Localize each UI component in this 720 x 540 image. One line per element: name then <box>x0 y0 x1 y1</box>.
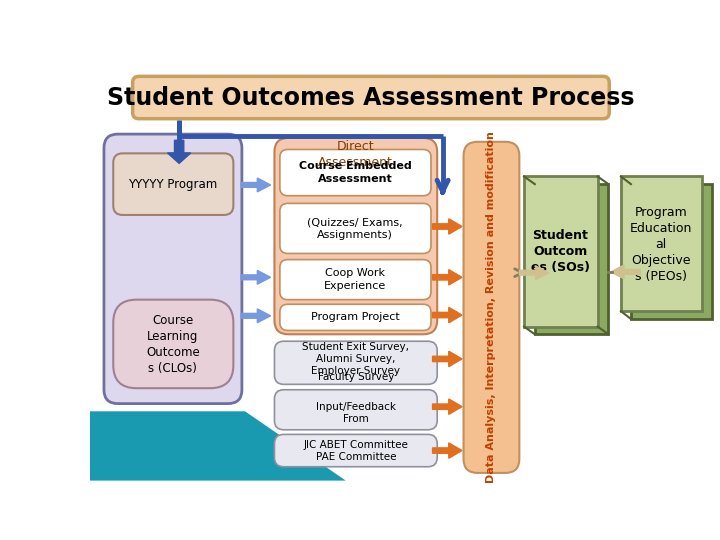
FancyBboxPatch shape <box>280 260 431 300</box>
Polygon shape <box>168 140 191 164</box>
Text: Direct
Assessment: Direct Assessment <box>318 140 393 168</box>
Text: Faculty Survey: Faculty Survey <box>318 373 394 382</box>
Polygon shape <box>433 269 462 285</box>
FancyBboxPatch shape <box>280 204 431 253</box>
Bar <box>631 184 712 319</box>
Text: From: From <box>343 414 369 424</box>
FancyBboxPatch shape <box>274 434 437 467</box>
Polygon shape <box>611 265 640 279</box>
Text: Course
Learning
Outcome
s (CLOs): Course Learning Outcome s (CLOs) <box>146 314 200 375</box>
Text: Course Embedded
Assessment: Course Embedded Assessment <box>299 161 411 184</box>
Text: (Quizzes/ Exams,
Assignments): (Quizzes/ Exams, Assignments) <box>307 218 403 240</box>
FancyBboxPatch shape <box>280 150 431 195</box>
FancyBboxPatch shape <box>104 134 242 403</box>
Bar <box>621 177 702 311</box>
Text: JIC ABET Committee
PAE Committee: JIC ABET Committee PAE Committee <box>303 440 408 462</box>
FancyBboxPatch shape <box>113 300 233 388</box>
Text: Data Analysis, Interpretation, Revision and modification: Data Analysis, Interpretation, Revision … <box>487 131 497 483</box>
Polygon shape <box>433 219 462 234</box>
Text: Input/Feedback: Input/Feedback <box>316 402 396 411</box>
Polygon shape <box>433 443 462 458</box>
FancyBboxPatch shape <box>274 341 437 384</box>
Text: Student Outcomes Assessment Process: Student Outcomes Assessment Process <box>107 86 634 110</box>
Bar <box>535 184 608 334</box>
Polygon shape <box>433 399 462 414</box>
Polygon shape <box>241 271 271 284</box>
Polygon shape <box>241 309 271 323</box>
Bar <box>524 177 598 327</box>
Polygon shape <box>433 307 462 323</box>
FancyBboxPatch shape <box>113 153 233 215</box>
Text: Program Project: Program Project <box>310 312 400 322</box>
FancyBboxPatch shape <box>274 138 437 334</box>
FancyBboxPatch shape <box>464 142 519 473</box>
Text: Program
Education
al
Objective
s (PEOs): Program Education al Objective s (PEOs) <box>630 206 693 283</box>
Text: Student Exit Survey,
Alumni Survey,
Employer Survey: Student Exit Survey, Alumni Survey, Empl… <box>302 342 410 376</box>
Polygon shape <box>433 351 462 367</box>
FancyBboxPatch shape <box>274 390 437 430</box>
Polygon shape <box>90 411 346 481</box>
Text: Coop Work
Experience: Coop Work Experience <box>324 268 386 291</box>
Polygon shape <box>519 266 549 280</box>
Text: Student
Outcom
es (SOs): Student Outcom es (SOs) <box>531 230 590 274</box>
Text: YYYYY Program: YYYYY Program <box>128 178 217 191</box>
FancyBboxPatch shape <box>280 304 431 330</box>
FancyBboxPatch shape <box>132 76 609 119</box>
Polygon shape <box>241 178 271 192</box>
